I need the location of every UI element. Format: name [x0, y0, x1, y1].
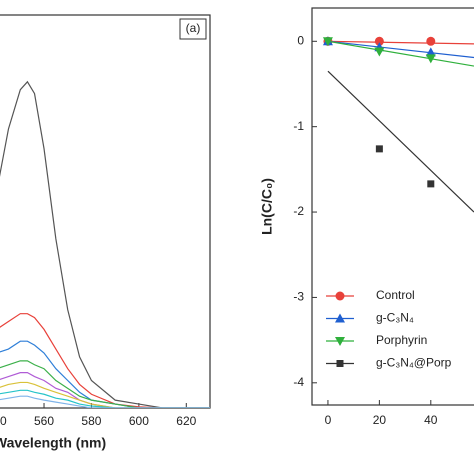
marker — [322, 37, 333, 47]
curve — [0, 313, 210, 408]
y-tick-label: -3 — [293, 290, 304, 304]
x-tick-label: 620 — [176, 414, 196, 428]
curve — [0, 360, 210, 408]
curve — [0, 389, 210, 408]
y-tick-label: -2 — [293, 204, 304, 218]
x-tick-label: 600 — [129, 414, 149, 428]
curve — [0, 372, 210, 408]
curve — [0, 340, 210, 408]
marker — [425, 47, 436, 57]
y-axis-label: Ln(C/C₀) — [259, 178, 275, 235]
marker — [335, 337, 345, 346]
marker — [335, 313, 345, 323]
x-tick-label: 580 — [81, 414, 101, 428]
x-axis-label: Wavelength (nm) — [0, 435, 106, 451]
marker — [425, 54, 436, 64]
marker — [427, 180, 435, 188]
curve — [0, 381, 210, 408]
frame — [0, 14, 211, 409]
fit-line — [327, 40, 474, 59]
fit-line — [327, 40, 474, 45]
y-tick-label: -4 — [293, 375, 304, 389]
marker — [335, 291, 345, 301]
panel-label: (a) — [186, 21, 201, 35]
marker — [426, 36, 436, 46]
marker — [374, 47, 385, 57]
legend-label: g-C₃N₄ — [376, 311, 414, 325]
curve — [0, 395, 210, 408]
x-tick-label: 560 — [34, 414, 54, 428]
fit-line — [327, 70, 474, 213]
curve — [0, 80, 210, 408]
x-tick-label: 540 — [0, 414, 7, 428]
y-tick-label: -1 — [293, 119, 304, 133]
frame — [311, 7, 474, 406]
legend-label: Porphyrin — [376, 333, 427, 347]
legend-label: g-C₃N₄@Porp — [376, 356, 452, 370]
legend-label: Control — [376, 288, 415, 302]
x-tick-label: 0 — [325, 413, 332, 427]
fit-line — [327, 40, 474, 67]
x-tick-label: 20 — [373, 413, 387, 427]
x-tick-label: 40 — [424, 413, 438, 427]
marker — [336, 360, 344, 367]
y-tick-label: 0 — [297, 33, 304, 47]
curves — [0, 80, 210, 408]
marker — [374, 36, 384, 46]
marker — [375, 145, 383, 153]
panel-label-box — [179, 18, 207, 40]
